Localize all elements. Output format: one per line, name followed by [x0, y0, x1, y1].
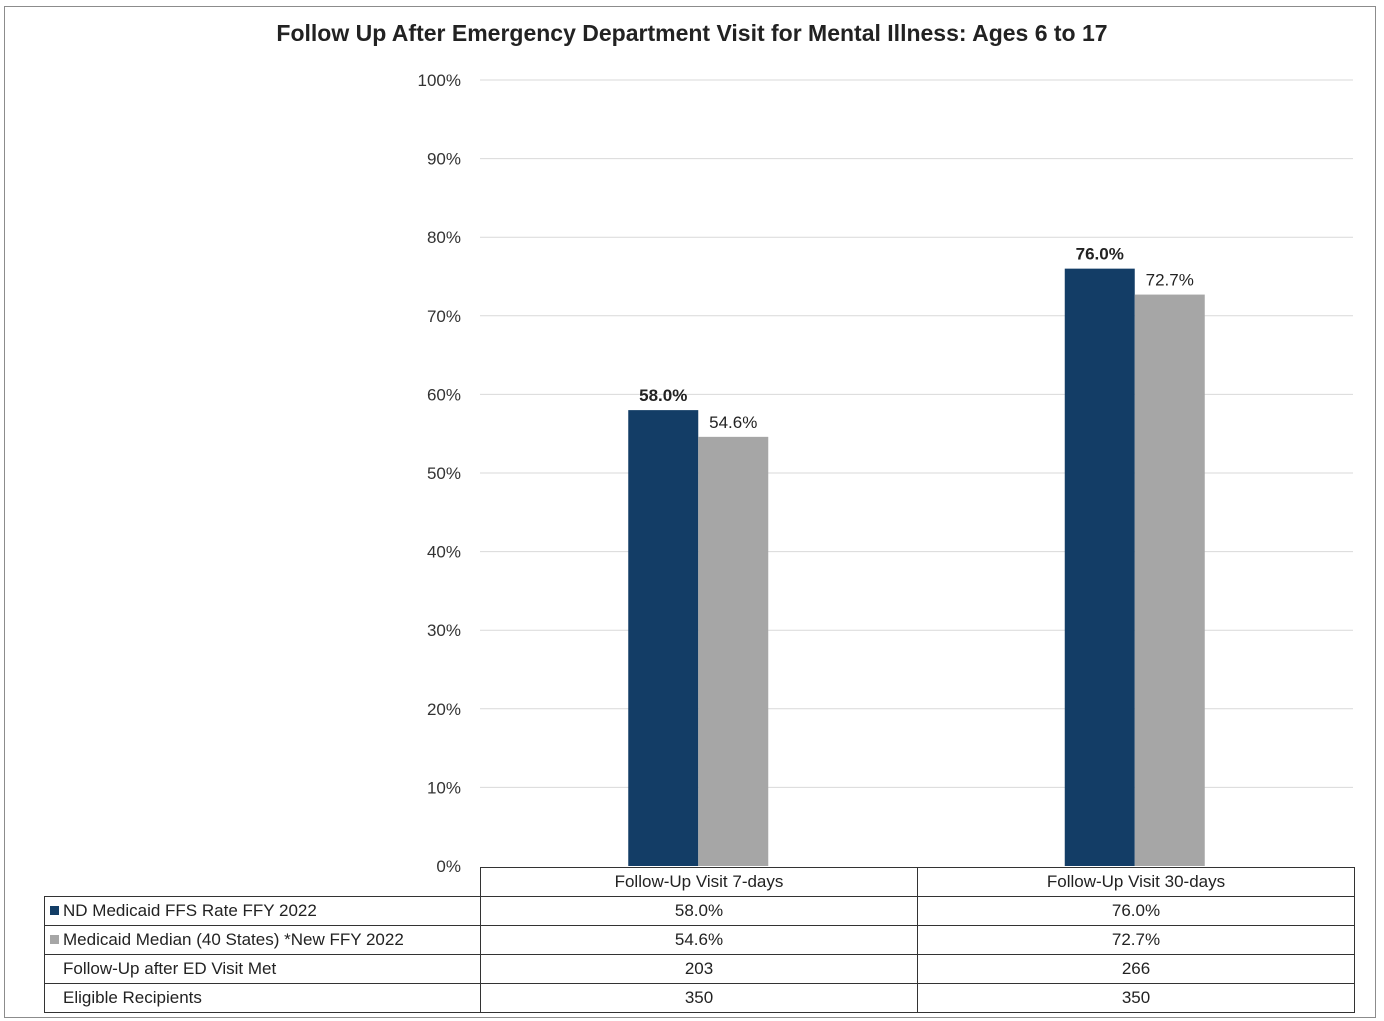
y-tick-label: 50% [427, 464, 461, 483]
y-tick-label: 70% [427, 307, 461, 326]
legend-label: ND Medicaid FFS Rate FFY 2022 [63, 901, 317, 920]
y-tick-label: 20% [427, 700, 461, 719]
data-label: 76.0% [1076, 245, 1124, 264]
table-cell: 58.0% [480, 896, 918, 926]
y-tick-label: 10% [427, 778, 461, 797]
y-tick-label: 30% [427, 621, 461, 640]
data-label: 72.7% [1146, 271, 1194, 290]
y-tick-label: 90% [427, 150, 461, 169]
legend-label: Medicaid Median (40 States) *New FFY 202… [63, 930, 404, 949]
table-header-cell: Follow-Up Visit 30-days [917, 867, 1355, 897]
y-tick-label: 40% [427, 543, 461, 562]
table-row: Follow-Up after ED Visit Met 203 266 [44, 954, 1355, 984]
table-cell: 350 [480, 983, 918, 1013]
chart-title: Follow Up After Emergency Department Vis… [276, 20, 1108, 46]
table-row: Eligible Recipients 350 350 [44, 983, 1355, 1013]
table-corner [44, 867, 481, 897]
bar [698, 436, 769, 866]
table-header-row: Follow-Up Visit 7-days Follow-Up Visit 3… [44, 867, 1355, 897]
table-row-label: Medicaid Median (40 States) *New FFY 202… [44, 925, 481, 955]
y-tick-label: 60% [427, 385, 461, 404]
table-cell: 72.7% [917, 925, 1355, 955]
table-row: Medicaid Median (40 States) *New FFY 202… [44, 925, 1355, 955]
table-cell: 203 [480, 954, 918, 984]
y-tick-label: 100% [418, 71, 461, 90]
legend-swatch [50, 906, 59, 915]
table-row: ND Medicaid FFS Rate FFY 2022 58.0% 76.0… [44, 896, 1355, 926]
table-row-label: ND Medicaid FFS Rate FFY 2022 [44, 896, 481, 926]
table-cell: 76.0% [917, 896, 1355, 926]
table-cell: 54.6% [480, 925, 918, 955]
legend-swatch [50, 935, 59, 944]
table-cell: 350 [917, 983, 1355, 1013]
data-table: Follow-Up Visit 7-days Follow-Up Visit 3… [44, 867, 1355, 1013]
data-label: 54.6% [709, 413, 757, 432]
bar [1134, 294, 1205, 866]
table-row-label: Follow-Up after ED Visit Met [44, 954, 481, 984]
table-row-label: Eligible Recipients [44, 983, 481, 1013]
table-cell: 266 [917, 954, 1355, 984]
y-tick-label: 80% [427, 228, 461, 247]
table-header-cell: Follow-Up Visit 7-days [480, 867, 918, 897]
bar [628, 410, 699, 866]
bar [1064, 268, 1135, 866]
data-label: 58.0% [639, 386, 687, 405]
